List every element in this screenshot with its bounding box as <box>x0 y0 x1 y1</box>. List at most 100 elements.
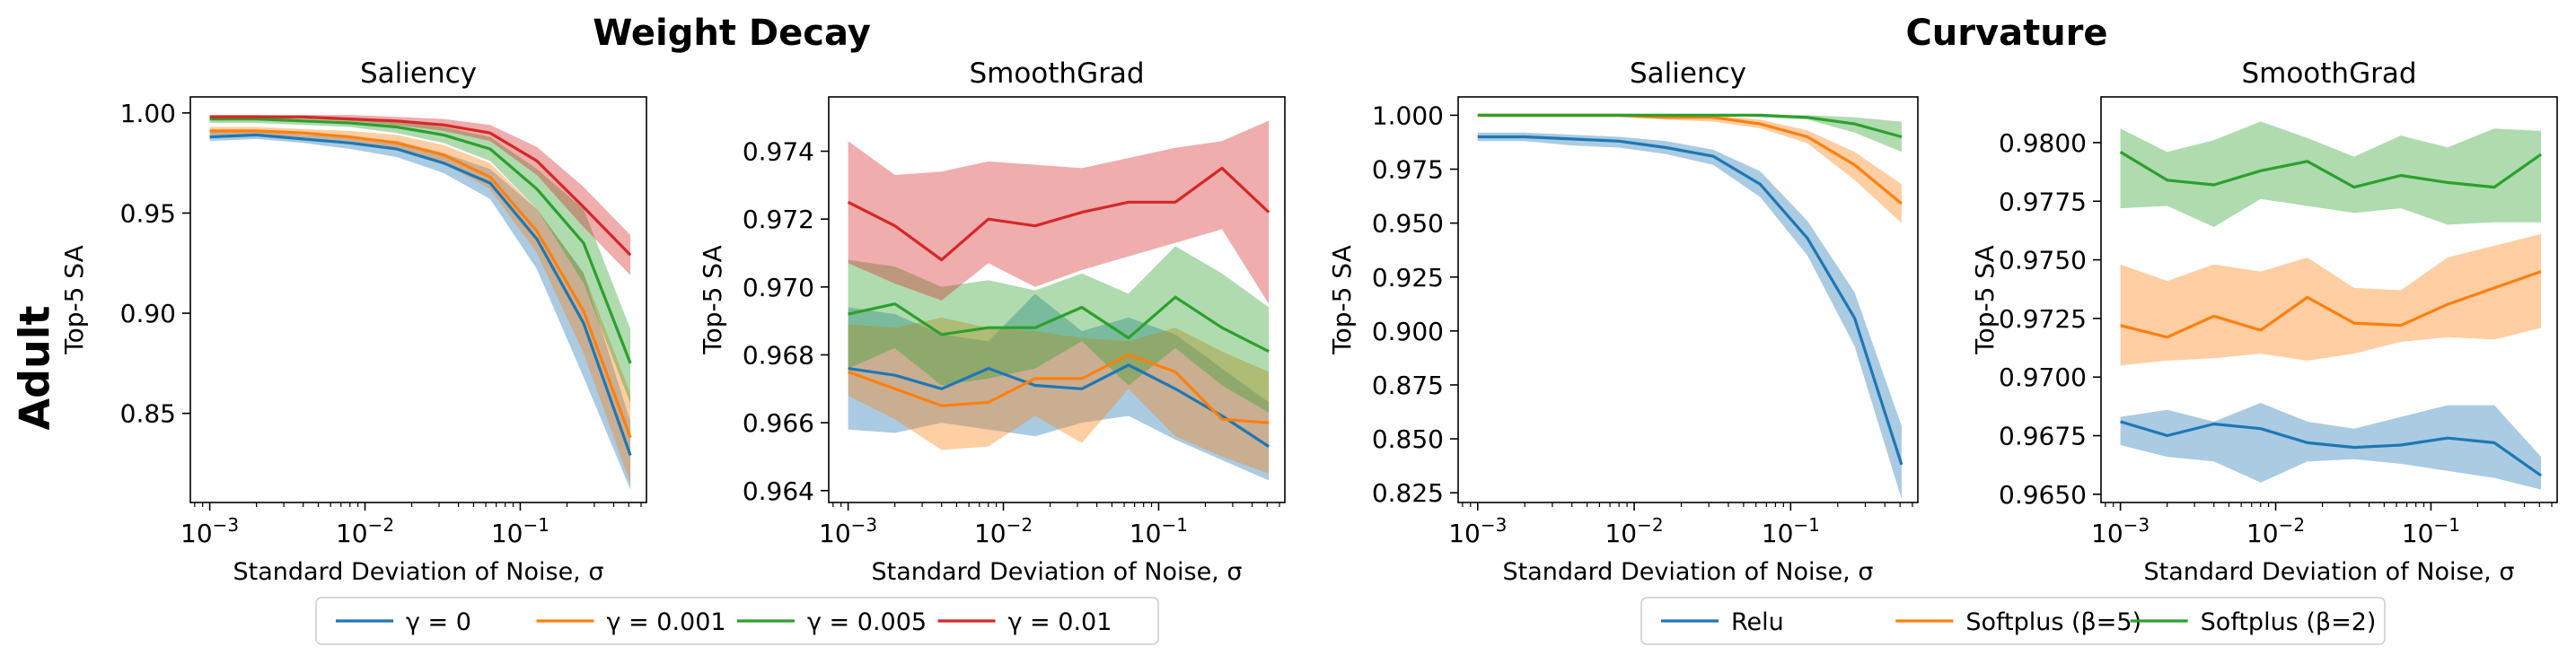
panel-title: SmoothGrad <box>2241 57 2416 90</box>
y-tick-label: 1.00 <box>120 99 176 128</box>
legend-label: γ = 0.01 <box>1008 608 1112 636</box>
legend-label: Softplus (β=2) <box>2201 608 2377 636</box>
y-tick-label: 0.950 <box>1372 209 1444 239</box>
confidence-bands <box>1477 115 1902 500</box>
legend-label: Softplus (β=5) <box>1965 608 2141 636</box>
y-axis-label: Top-5 SA <box>1970 245 2000 355</box>
y-tick-label: 0.90 <box>120 299 176 328</box>
series-line-4 <box>847 166 1270 262</box>
x-axis-label: Standard Deviation of Noise, σ <box>2144 558 2515 586</box>
series-band-3 <box>209 115 631 404</box>
chart-panel-4: 10−3 10−2 10−1 0.9650 0.9675 0.9700 0.9725 0.97… <box>1970 57 2558 586</box>
y-axis-label: Top-5 SA <box>698 245 727 355</box>
y-tick-label: 0.9675 <box>1999 422 2087 451</box>
series-line-2 <box>209 129 632 439</box>
y-tick-label: 0.9775 <box>1999 187 2087 216</box>
y-tick-label: 0.9700 <box>1999 363 2087 392</box>
y-axis-label: Top-5 SA <box>59 245 89 355</box>
confidence-bands <box>2120 121 2542 490</box>
legend-label: γ = 0 <box>406 608 471 636</box>
chart-panels: 10−3 10−2 10−1 0.85 0.90 0.95 1.00 Saliency Stan… <box>59 57 2558 586</box>
y-tick-label: 0.968 <box>743 340 814 370</box>
x-tick-label: 10−3 <box>180 514 239 548</box>
series-line-3 <box>2119 151 2543 189</box>
x-tick-label: 10−3 <box>1448 514 1507 548</box>
series-band-2 <box>848 317 1270 474</box>
x-axis-label: Standard Deviation of Noise, σ <box>233 558 604 586</box>
series-band-2 <box>2120 233 2542 366</box>
plot-frame <box>189 96 647 503</box>
y-tick-label: 0.9725 <box>1999 304 2087 334</box>
series-line-1 <box>209 133 632 457</box>
y-tick-label: 0.9750 <box>1999 246 2087 275</box>
y-tick-label: 0.900 <box>1372 317 1444 346</box>
series-line-4 <box>209 115 632 257</box>
legend-1: γ = 0 γ = 0.001 γ = 0.005 γ = 0.01 <box>315 597 1159 645</box>
plot-frame <box>828 96 1286 503</box>
y-tick-label: 0.9650 <box>1999 480 2087 510</box>
y-tick-label: 0.850 <box>1372 424 1444 454</box>
y-tick-label: 0.925 <box>1372 263 1444 293</box>
series-band-4 <box>848 120 1270 304</box>
y-tick-label: 0.966 <box>743 408 814 438</box>
y-axis-label: Top-5 SA <box>1327 245 1357 355</box>
legend-2: Relu Softplus (β=5) Softplus (β=2) <box>1640 597 2386 645</box>
series-band-1 <box>209 130 631 490</box>
plot-frame <box>2100 96 2558 503</box>
series-lines <box>847 166 1270 448</box>
x-tick-label: 10−3 <box>819 514 877 548</box>
y-tick-label: 0.974 <box>743 137 814 167</box>
series-line-3 <box>1477 113 1903 139</box>
y-tick-label: 0.970 <box>743 273 814 302</box>
y-tick-label: 0.95 <box>120 198 176 228</box>
y-tick-label: 0.875 <box>1372 371 1444 400</box>
series-band-1 <box>1477 132 1902 500</box>
y-tick-label: 0.9800 <box>1999 128 2087 158</box>
series-line-3 <box>209 118 632 364</box>
y-tick-label: 0.85 <box>120 399 176 429</box>
x-axis-label: Standard Deviation of Noise, σ <box>872 558 1243 586</box>
legends: γ = 0 γ = 0.001 γ = 0.005 γ = 0.01 Relu Softp… <box>315 597 2386 645</box>
series-line-2 <box>848 353 1270 424</box>
series-lines <box>1477 113 1903 466</box>
x-tick-label: 10−3 <box>2091 514 2150 548</box>
series-line-1 <box>848 363 1270 448</box>
row-label: Adult <box>11 305 59 430</box>
panel-title: Saliency <box>1630 57 1746 90</box>
y-tick-label: 0.972 <box>743 205 814 234</box>
chart-panel-2: 10−3 10−2 10−1 0.964 0.966 0.968 0.970 0.972 0.9… <box>698 57 1286 586</box>
y-tick-label: 0.964 <box>743 476 814 506</box>
x-tick-label: 10−2 <box>974 514 1033 548</box>
y-tick-label: 0.975 <box>1372 155 1444 185</box>
legend-label: Relu <box>1731 608 1784 636</box>
x-tick-label: 10−1 <box>1130 514 1188 548</box>
panel-title: Saliency <box>360 57 477 90</box>
series-line-3 <box>848 295 1270 354</box>
group-title-weight-decay: Weight Decay <box>593 13 871 54</box>
series-band-3 <box>848 246 1270 413</box>
series-line-2 <box>2120 270 2542 339</box>
series-lines <box>209 115 632 457</box>
plot-frame <box>1457 96 1919 503</box>
x-tick-label: 10−1 <box>2402 514 2460 548</box>
legend-label: γ = 0.005 <box>807 608 927 636</box>
chart-panel-3: 10−3 10−2 10−1 0.825 0.850 0.875 0.900 0.925 0.9… <box>1327 57 1919 586</box>
group-title-curvature: Curvature <box>1905 13 2107 54</box>
y-tick-label: 0.825 <box>1372 478 1444 508</box>
series-lines <box>2119 151 2543 477</box>
y-tick-label: 1.000 <box>1372 100 1444 130</box>
x-tick-label: 10−2 <box>1605 514 1663 548</box>
panel-title: SmoothGrad <box>969 57 1144 90</box>
chart-panel-1: 10−3 10−2 10−1 0.85 0.90 0.95 1.00 Saliency Stan… <box>59 57 647 586</box>
x-axis-label: Standard Deviation of Noise, σ <box>1503 558 1874 586</box>
confidence-bands <box>848 120 1270 481</box>
series-band-3 <box>1477 115 1902 153</box>
legend-label: γ = 0.001 <box>607 608 726 636</box>
series-band-2 <box>1477 115 1902 223</box>
legend-box <box>1640 597 2386 645</box>
x-tick-label: 10−2 <box>336 514 394 548</box>
confidence-bands <box>209 115 631 490</box>
x-tick-label: 10−1 <box>491 514 549 548</box>
x-tick-label: 10−2 <box>2246 514 2305 548</box>
